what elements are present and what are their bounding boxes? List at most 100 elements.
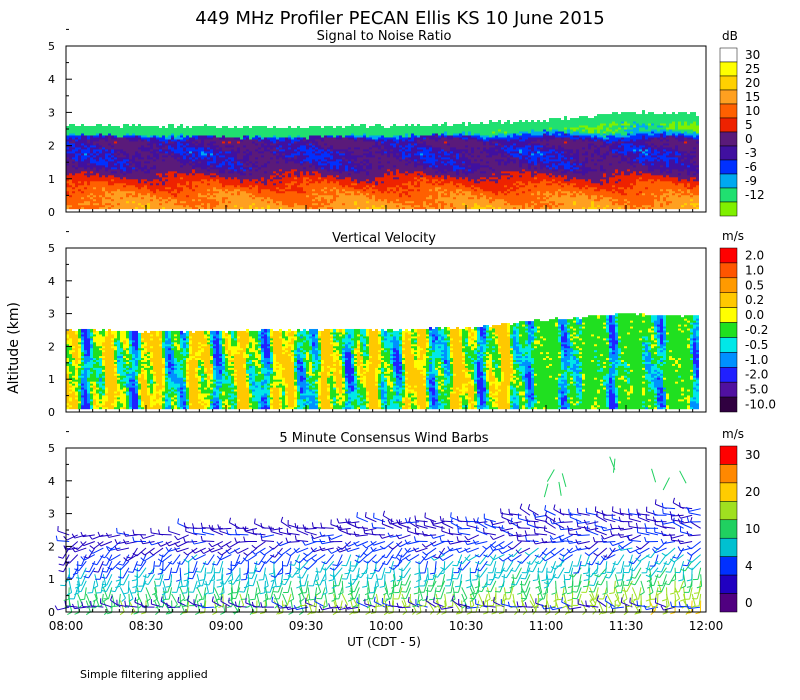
snr-cell <box>204 175 207 180</box>
snr-cell <box>234 155 237 160</box>
snr-cell <box>117 155 120 160</box>
snr-cell <box>207 165 210 170</box>
snr-cell <box>213 151 216 156</box>
snr-cell <box>198 127 201 132</box>
snr-cell <box>96 141 99 146</box>
snr-cell <box>126 167 129 172</box>
snr-cell <box>117 181 120 186</box>
snr-cell <box>237 129 240 134</box>
snr-cell <box>123 191 126 196</box>
snr-cell <box>228 159 231 164</box>
snr-cell <box>207 143 210 148</box>
snr-cell <box>138 191 141 196</box>
snr-cell <box>180 183 183 188</box>
snr-cell <box>255 183 258 188</box>
snr-cell <box>261 155 264 160</box>
snr-cell <box>69 145 72 150</box>
snr-cell <box>123 131 126 136</box>
snr-cell <box>201 193 204 198</box>
snr-cell <box>159 151 162 156</box>
snr-cell <box>84 131 87 136</box>
snr-cell <box>189 183 192 188</box>
snr-cell <box>192 131 195 136</box>
snr-cell <box>153 205 156 210</box>
snr-cell <box>120 185 123 190</box>
snr-cell <box>156 199 159 204</box>
snr-cell <box>117 135 120 140</box>
snr-cell <box>162 169 165 174</box>
snr-cell <box>165 181 168 186</box>
snr-cell <box>159 187 162 192</box>
snr-cell <box>153 173 156 178</box>
snr-cell <box>186 167 189 172</box>
snr-cell <box>213 185 216 190</box>
snr-cell <box>168 133 171 138</box>
snr-cell <box>114 135 117 140</box>
snr-cell <box>159 133 162 138</box>
snr-cell <box>216 193 219 198</box>
snr-cell <box>177 189 180 194</box>
snr-cell <box>105 129 108 134</box>
snr-cell <box>108 163 111 168</box>
snr-cell <box>150 205 153 210</box>
snr-cell <box>213 149 216 154</box>
snr-cell <box>384 127 387 132</box>
snr-cell <box>183 161 186 166</box>
snr-cell <box>123 139 126 144</box>
snr-cell <box>258 199 261 204</box>
snr-cell <box>81 165 84 170</box>
snr-cell <box>90 173 93 178</box>
snr-cell <box>129 165 132 170</box>
snr-cell <box>75 169 78 174</box>
snr-cell <box>228 177 231 182</box>
snr-cell <box>147 177 150 182</box>
snr-cell <box>126 145 129 150</box>
snr-cell <box>186 177 189 182</box>
snr-cell <box>228 205 231 210</box>
snr-cell <box>96 135 99 140</box>
snr-cell <box>138 157 141 162</box>
snr-cell <box>135 195 138 200</box>
snr-cell <box>156 169 159 174</box>
snr-cell <box>237 155 240 160</box>
snr-cell <box>411 124 414 128</box>
snr-cell <box>105 169 108 174</box>
snr-cell <box>105 203 108 208</box>
snr-cell <box>72 199 75 204</box>
snr-cell <box>192 149 195 154</box>
snr-cell <box>66 183 69 188</box>
snr-cell <box>249 131 252 136</box>
snr-cell <box>243 149 246 154</box>
snr-cell <box>84 167 87 172</box>
snr-cell <box>252 169 255 174</box>
snr-cell <box>243 205 246 210</box>
snr-cell <box>150 143 153 148</box>
snr-cell <box>177 193 180 198</box>
snr-cell <box>69 197 72 202</box>
snr-cell <box>261 159 264 164</box>
snr-cell <box>123 129 126 134</box>
snr-cell <box>108 149 111 154</box>
snr-cell <box>195 149 198 154</box>
snr-cell <box>339 126 342 130</box>
snr-cell <box>228 145 231 150</box>
snr-cell <box>129 195 132 200</box>
snr-cell <box>81 183 84 188</box>
snr-cell <box>78 141 81 146</box>
snr-cell <box>234 199 237 204</box>
snr-cell <box>252 175 255 180</box>
snr-cell <box>240 135 243 140</box>
snr-cell <box>108 171 111 176</box>
snr-cell <box>123 175 126 180</box>
snr-cell <box>75 135 78 140</box>
snr-cell <box>198 133 201 138</box>
snr-cell <box>150 193 153 198</box>
snr-cell <box>231 177 234 182</box>
snr-cell <box>198 161 201 166</box>
snr-cell <box>195 175 198 180</box>
snr-cell <box>81 137 84 142</box>
snr-cell <box>75 145 78 150</box>
snr-cell <box>186 183 189 188</box>
snr-cell <box>216 201 219 206</box>
